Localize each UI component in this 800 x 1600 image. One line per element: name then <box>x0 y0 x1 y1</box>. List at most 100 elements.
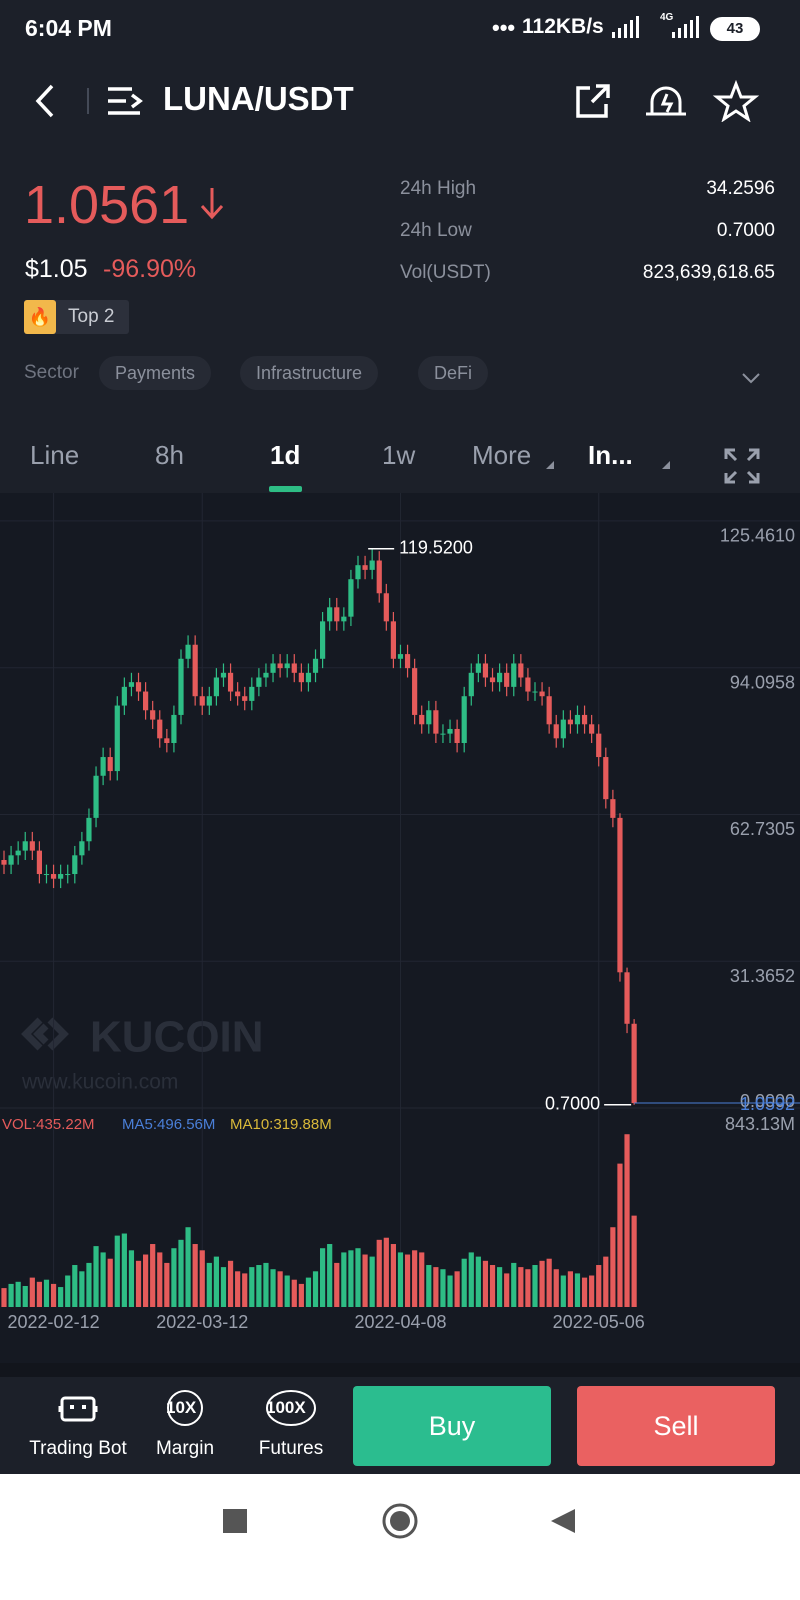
candle-body <box>36 850 42 875</box>
tab-carets <box>546 461 670 469</box>
stat-value: 0.7000 <box>716 220 775 241</box>
volume-bar <box>617 1163 623 1307</box>
volume-bar <box>532 1265 538 1307</box>
tool-icons <box>58 1390 316 1426</box>
candle-body <box>143 691 149 711</box>
candle-body <box>341 616 347 622</box>
candle-body <box>369 560 375 570</box>
candle-body <box>86 817 92 842</box>
candle-body <box>79 841 85 856</box>
volume-bar <box>412 1250 418 1307</box>
candle-body <box>440 733 446 735</box>
trading-bot[interactable]: Trading Bot <box>29 1438 127 1459</box>
candle-body <box>539 691 545 697</box>
volume-bar <box>178 1239 184 1307</box>
candle-body <box>603 757 609 800</box>
volume-bar <box>624 1134 630 1307</box>
candle-body <box>482 663 489 678</box>
max-label: 119.5200 <box>399 537 473 557</box>
tab[interactable]: Line <box>30 440 80 470</box>
candle-body <box>447 728 453 734</box>
volume-bar <box>320 1248 326 1307</box>
candle-body <box>1 859 7 865</box>
net-speed: 112KB/s <box>522 15 604 38</box>
volume-bar <box>270 1269 276 1307</box>
volume-bar <box>475 1256 481 1307</box>
time: 6:04 PM <box>25 15 112 41</box>
volume-bar <box>29 1277 35 1307</box>
candle-body <box>327 607 333 622</box>
volume-tick-label: 843.13M <box>725 1114 795 1134</box>
candle-body <box>390 621 396 659</box>
margin[interactable]: Margin <box>155 1438 215 1459</box>
volume-bar <box>65 1275 71 1307</box>
volume-bar <box>461 1258 467 1307</box>
tab-active[interactable]: 1d <box>270 440 301 470</box>
candle-body <box>412 668 418 715</box>
volume-bar <box>376 1239 382 1307</box>
share-button[interactable] <box>576 84 610 118</box>
volume-bar <box>603 1256 609 1307</box>
last-price-label: 1.0592 <box>740 1094 795 1114</box>
volume-bar <box>589 1275 595 1307</box>
y-tick-label: 0.0000 <box>740 1091 795 1111</box>
candle-body <box>284 663 290 669</box>
battery: 43 <box>710 17 760 41</box>
dots: ••• <box>492 15 516 40</box>
back-nav-button[interactable] <box>551 1509 575 1533</box>
expand-button[interactable] <box>740 370 762 386</box>
sector-chip[interactable]: Payments <box>99 356 212 390</box>
y-tick-label: 62.7305 <box>730 819 795 839</box>
candle-body <box>504 672 510 687</box>
sector-chip[interactable]: DeFi <box>418 356 489 390</box>
tab[interactable]: More <box>472 440 532 470</box>
candle-body <box>553 724 559 739</box>
volume-readout: MA10:319.88M <box>230 1116 332 1133</box>
volume-bar <box>107 1258 113 1307</box>
candle-body <box>624 972 630 1024</box>
volume-bar <box>397 1252 404 1307</box>
change-percent: -96.90% <box>103 255 197 283</box>
candle-body <box>574 714 581 725</box>
menu-button[interactable] <box>108 87 143 115</box>
candle-body <box>235 691 241 697</box>
margin-icon: 10X <box>166 1398 197 1417</box>
volume-bar <box>312 1271 319 1307</box>
volume-bar <box>185 1227 191 1307</box>
volume-bar <box>157 1252 163 1307</box>
tab[interactable]: In... <box>588 440 633 470</box>
futures[interactable]: Futures <box>258 1438 324 1459</box>
y-tick-label: 31.3652 <box>730 966 795 986</box>
volume-bar <box>574 1273 581 1307</box>
back-button[interactable] <box>35 84 54 118</box>
sector-chip[interactable]: Infrastructure <box>240 356 379 390</box>
recents-button[interactable] <box>223 1509 247 1533</box>
candle-body <box>114 705 120 772</box>
volume-bar <box>369 1256 375 1307</box>
volume-bar <box>86 1262 92 1307</box>
volume-bar <box>114 1235 120 1307</box>
tab[interactable]: 1w <box>382 440 416 470</box>
tab[interactable]: 8h <box>155 440 184 470</box>
candle-body <box>121 686 127 706</box>
x-tick-label: 2022-03-12 <box>156 1312 248 1332</box>
watermark-url: www.kucoin.com <box>21 1071 178 1094</box>
volume-bar <box>263 1262 269 1307</box>
volume-bar <box>482 1260 489 1307</box>
separator <box>0 1363 800 1377</box>
fullscreen-button[interactable] <box>724 448 760 484</box>
candle-body <box>185 644 191 659</box>
volume-bar <box>610 1227 616 1307</box>
candle-body <box>362 565 368 570</box>
home-button[interactable] <box>382 1503 418 1539</box>
candle-body <box>22 841 28 851</box>
sell-button[interactable]: Sell <box>577 1386 775 1466</box>
futures-icon: 100X <box>266 1398 306 1417</box>
favorite-button[interactable] <box>712 80 760 122</box>
candle-body <box>497 672 503 683</box>
chart: KUCOIN www.kucoin.com 2022-02-12 2022-03-… <box>0 493 800 1332</box>
alert-button[interactable] <box>646 86 686 116</box>
volume-readout: MA5:496.56M <box>122 1116 215 1133</box>
buy-button[interactable]: Buy <box>353 1386 551 1466</box>
